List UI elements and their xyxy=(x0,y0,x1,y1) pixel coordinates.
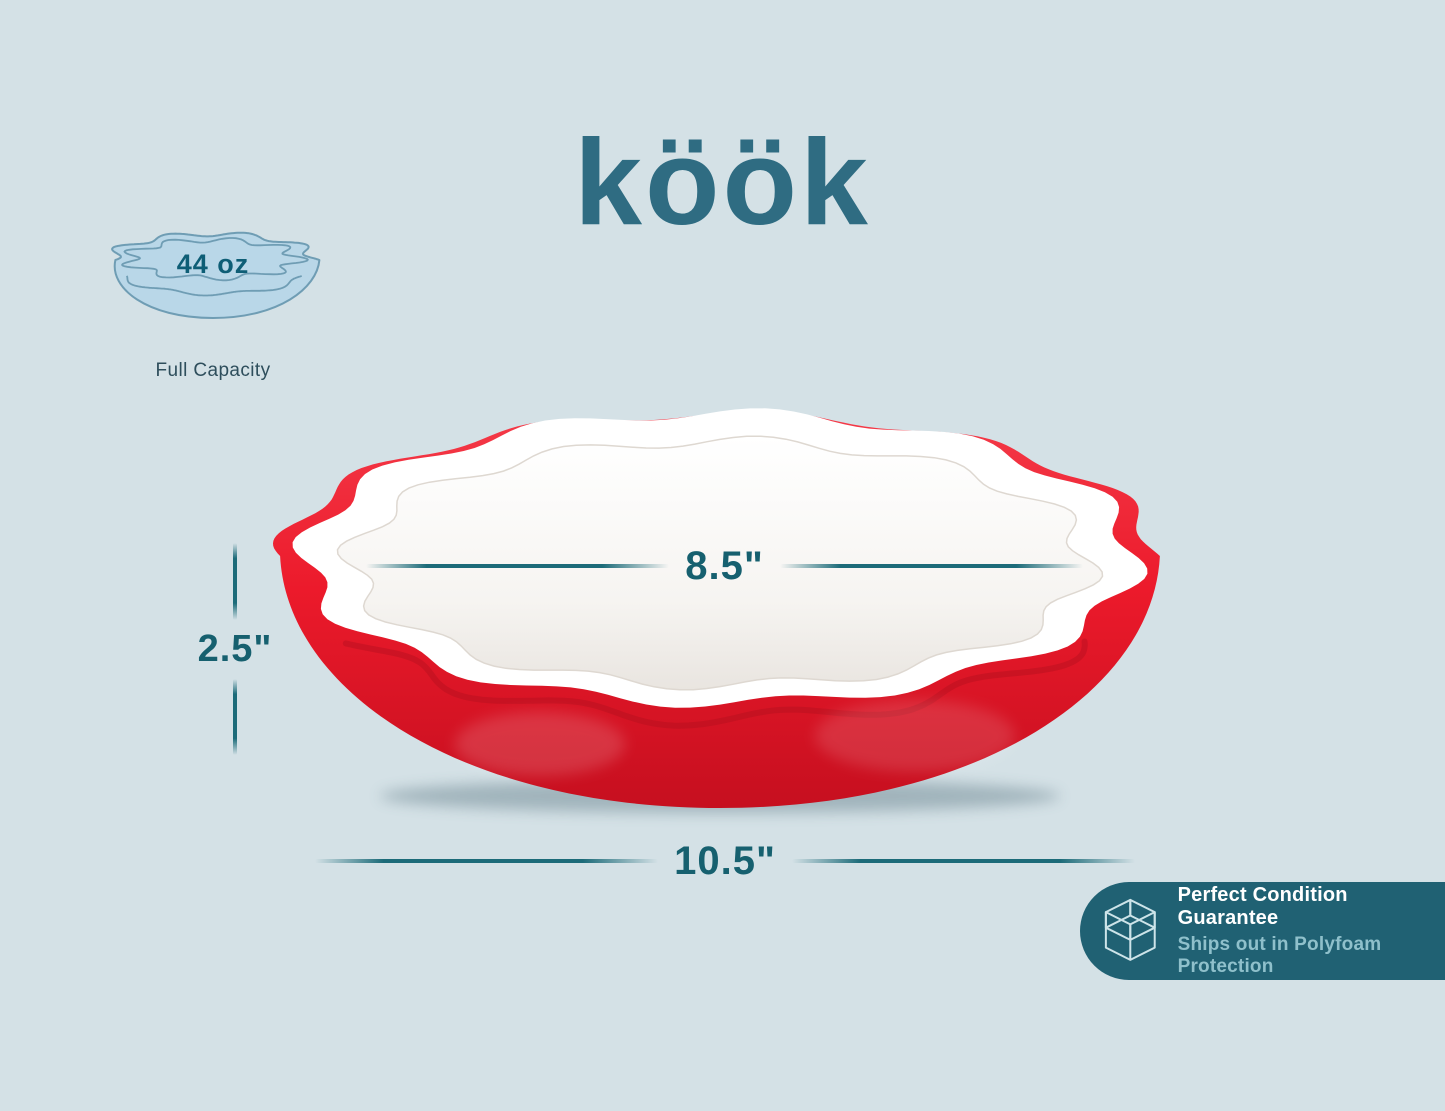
dimension-line-segment xyxy=(315,859,659,863)
height-label: 2.5" xyxy=(197,627,273,670)
capacity-pie-icon xyxy=(111,231,321,319)
pie-icon-body-line xyxy=(126,275,302,297)
dimension-line-segment xyxy=(366,564,670,568)
dish-sheen-right xyxy=(815,700,1015,772)
guarantee-badge: Perfect Condition Guarantee Ships out in… xyxy=(1080,882,1445,980)
inner-diameter-dimension: 8.5" xyxy=(366,538,1084,594)
capacity-label: Full Capacity xyxy=(155,360,271,381)
pie-dish-image xyxy=(273,408,1160,813)
guarantee-subtitle: Ships out in Polyfoam Protection xyxy=(1177,934,1382,977)
outer-diameter-dimension: 10.5" xyxy=(315,833,1136,889)
inner-diameter-label: 8.5" xyxy=(685,543,764,588)
guarantee-text: Perfect Condition Guarantee Ships out in… xyxy=(1178,884,1445,978)
guarantee-title: Perfect Condition Guarantee xyxy=(1177,884,1348,929)
dimension-line-segment xyxy=(779,564,1084,568)
dimension-line-segment xyxy=(791,859,1136,863)
dish-rim-crease xyxy=(342,638,1088,729)
open-box-icon xyxy=(1104,898,1156,961)
height-dimension: 2.5" xyxy=(192,543,278,755)
dish-sheen-left xyxy=(455,712,625,776)
capacity-value: 44 oz xyxy=(176,249,250,279)
dimension-line-segment xyxy=(233,678,237,755)
outer-diameter-label: 10.5" xyxy=(674,838,776,883)
pie-icon-silhouette xyxy=(111,231,321,319)
pie-icon-inner-crust xyxy=(120,237,309,282)
dish-interior xyxy=(336,435,1104,691)
dimension-line-segment xyxy=(233,543,237,620)
brand-logo: köök xyxy=(574,114,871,250)
